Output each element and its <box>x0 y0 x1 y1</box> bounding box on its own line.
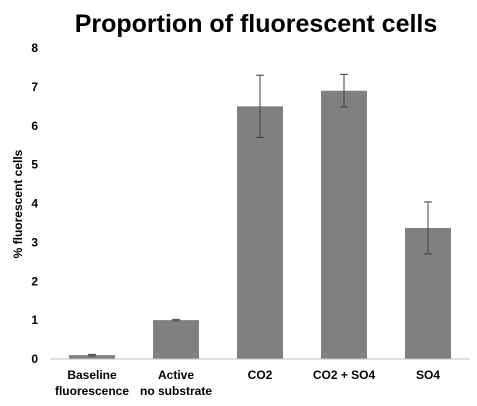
x-tick-label: Baseline <box>67 368 117 382</box>
y-tick-label: 4 <box>31 197 38 211</box>
x-tick-label: CO2 <box>248 368 273 382</box>
y-tick-label: 1 <box>31 313 38 327</box>
y-tick-label: 6 <box>31 119 38 133</box>
bar <box>153 320 199 359</box>
y-axis-label: % fluorescent cells <box>11 149 25 258</box>
x-tick-label: Active <box>158 368 194 382</box>
bar <box>237 106 283 359</box>
y-tick-label: 2 <box>31 274 38 288</box>
y-tick-label: 8 <box>31 41 38 55</box>
bar <box>321 90 367 359</box>
x-tick-label: no substrate <box>140 384 212 398</box>
plot-area: 0 1 2 3 4 5 6 7 8 Baseline fluorescence Active no su… <box>31 41 470 398</box>
chart-title: Proportion of fluorescent cells <box>75 10 438 38</box>
bar <box>69 355 115 359</box>
x-tick-label: CO2 + SO4 <box>313 368 376 382</box>
y-tick-label: 5 <box>31 158 38 172</box>
y-tick-label: 0 <box>31 352 38 366</box>
y-tick-label: 3 <box>31 235 38 249</box>
x-tick-label: fluorescence <box>55 384 129 398</box>
y-tick-label: 7 <box>31 80 38 94</box>
x-tick-label: SO4 <box>416 368 440 382</box>
